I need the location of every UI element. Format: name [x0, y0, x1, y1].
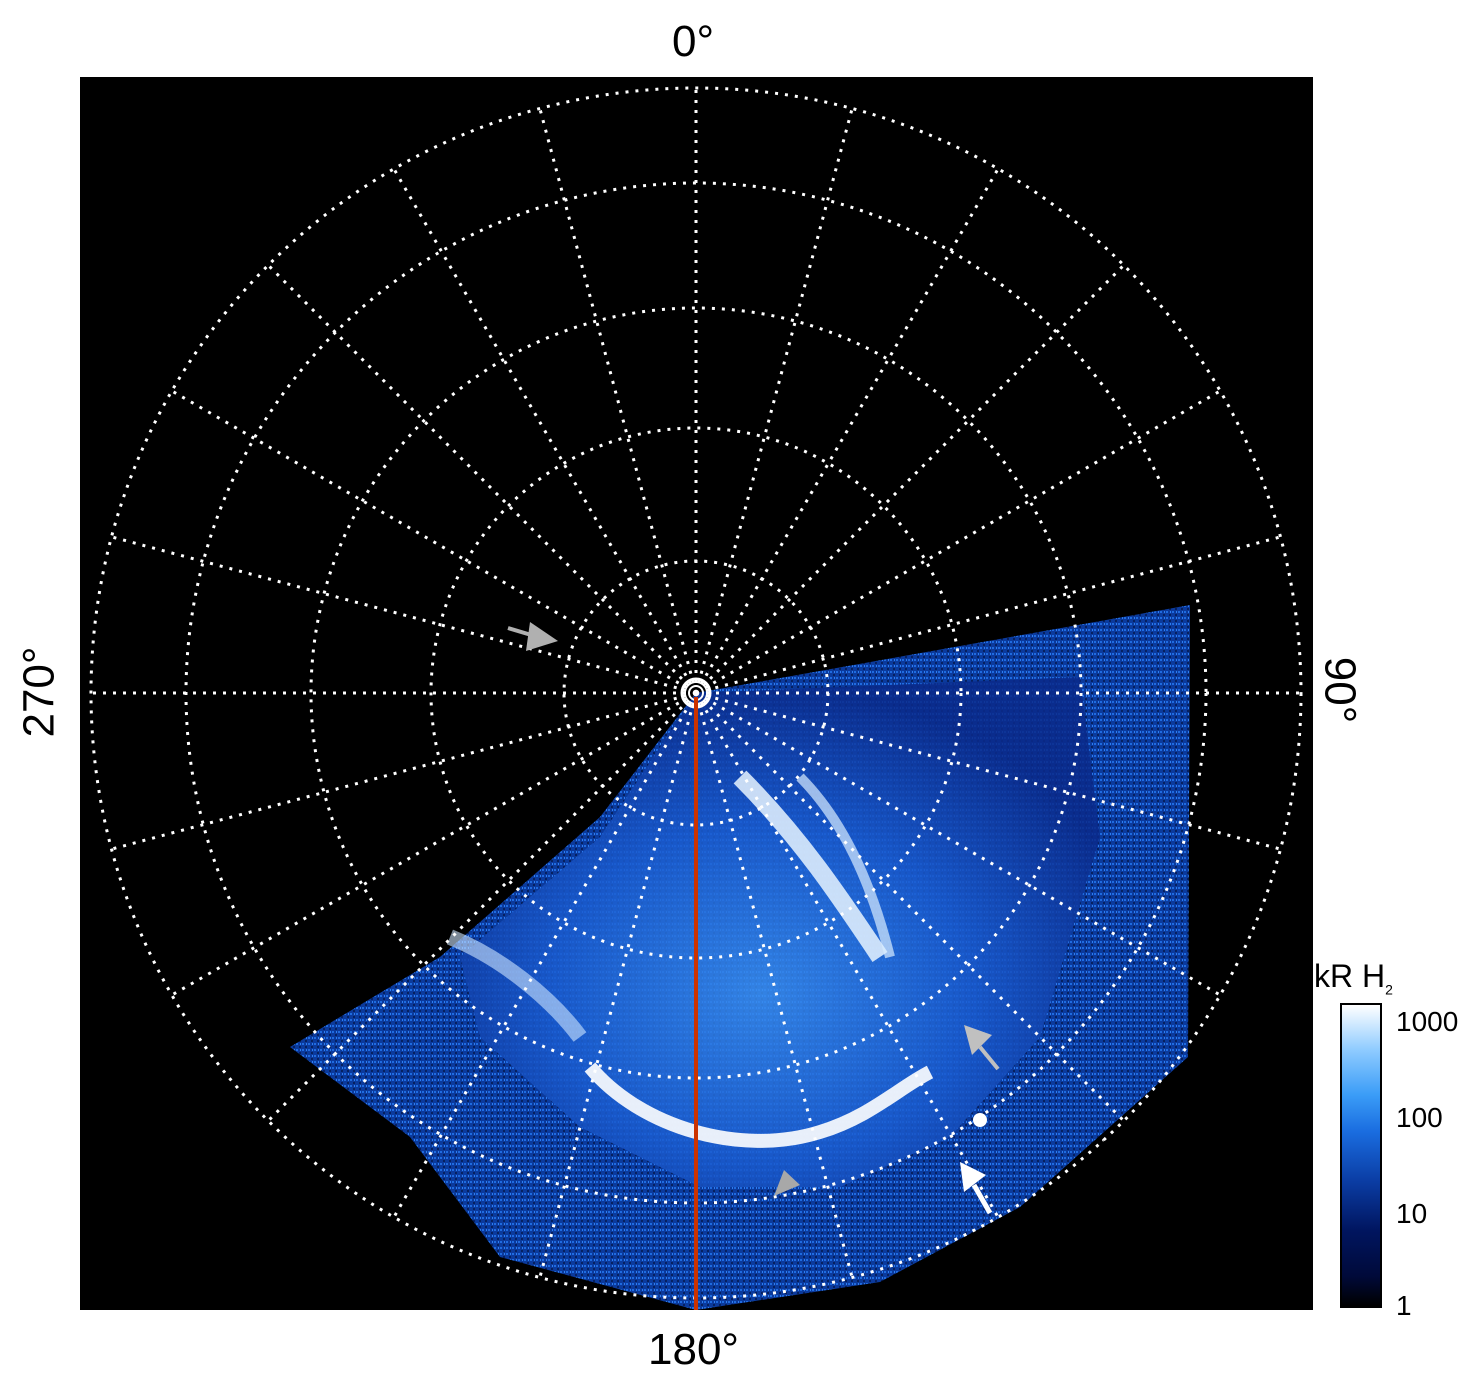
- auroral-arc-2: [796, 773, 895, 959]
- colorbar: [1340, 1003, 1382, 1308]
- arrowhead-gray-bottom: [774, 1170, 800, 1196]
- colorbar-tick-10: 10: [1396, 1198, 1428, 1229]
- arrow-white-lower-right: [960, 1162, 993, 1215]
- bright-spot: [973, 1113, 987, 1127]
- main-auroral-oval: [584, 1062, 934, 1148]
- aurora-diffuse: [460, 677, 1100, 1187]
- longitude-label-180: 180°: [648, 1325, 740, 1374]
- longitude-label-90: 90°: [1315, 656, 1365, 724]
- colorbar-title: kR H2: [1314, 958, 1393, 998]
- polar-projection-panel: [80, 77, 1313, 1310]
- longitude-label-0: 0°: [672, 17, 715, 66]
- auroral-arc-1: [733, 770, 888, 962]
- arrow-gray-right: [964, 1025, 1000, 1071]
- arrow-gray-upper-left: [507, 622, 558, 651]
- colorbar-tick-100: 100: [1396, 1102, 1443, 1133]
- auroral-arc-3: [446, 929, 587, 1042]
- polar-map: [80, 77, 1313, 1310]
- colorbar-tick-1: 1: [1396, 1290, 1412, 1321]
- colorbar-tick-1000: 1000: [1396, 1006, 1459, 1037]
- longitude-label-270: 270°: [14, 646, 64, 738]
